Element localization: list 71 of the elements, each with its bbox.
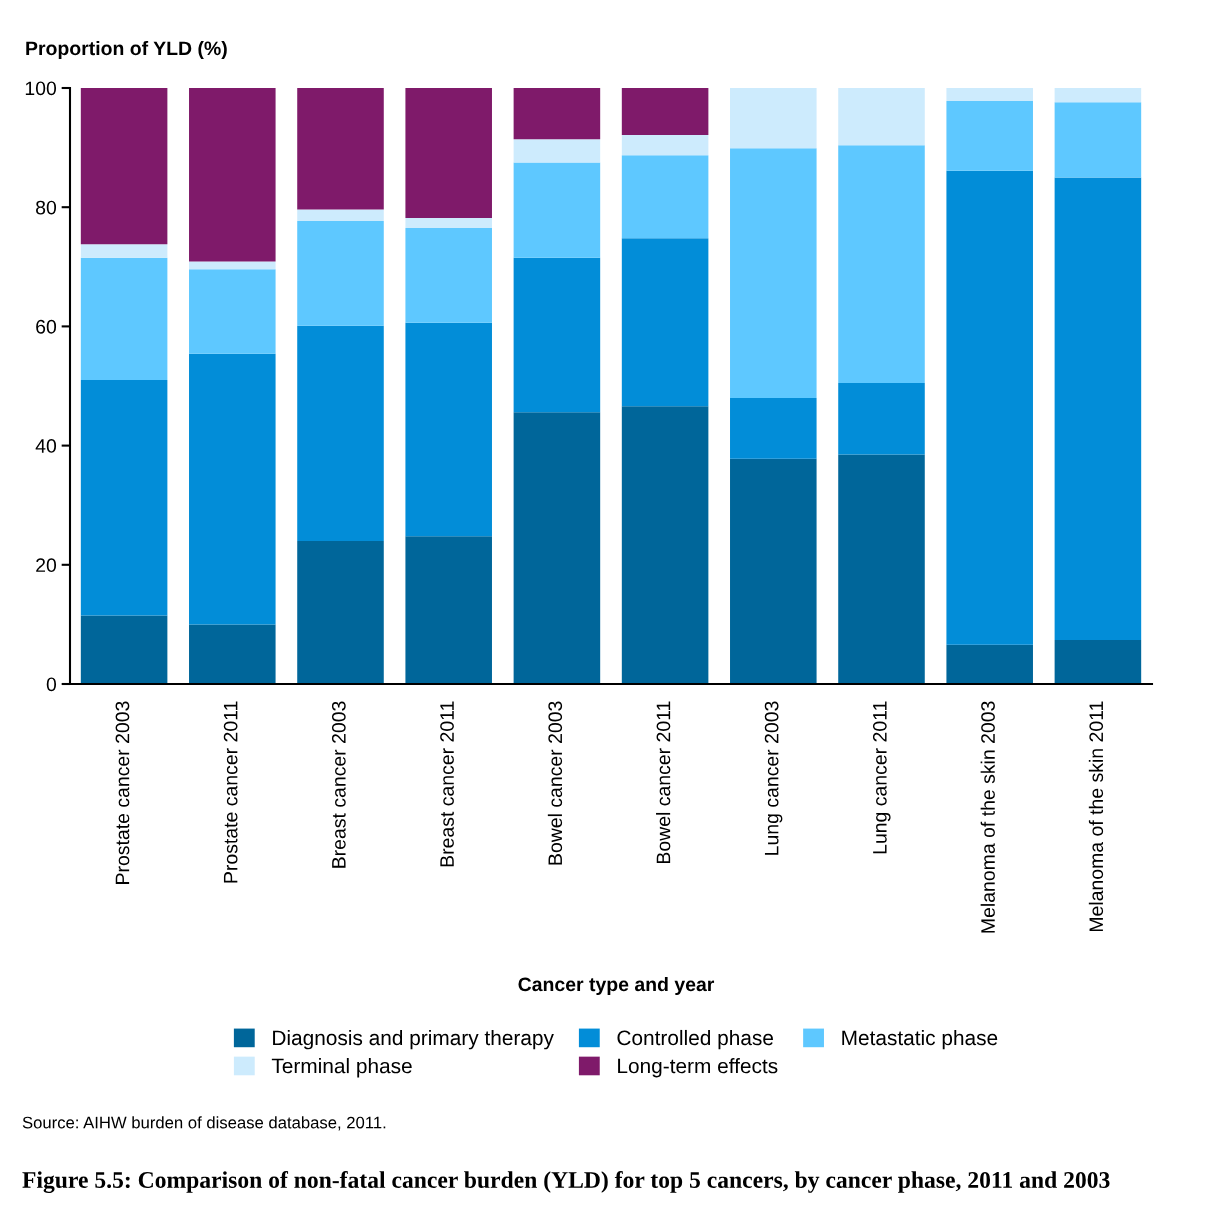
bar <box>1054 177 1142 640</box>
bar <box>297 88 384 210</box>
x-tick-label: Bowel cancer 2011 <box>656 701 671 864</box>
bar <box>1054 639 1142 684</box>
bar <box>189 88 276 262</box>
bar <box>730 88 817 149</box>
x-axis-title: Cancer type and year <box>518 976 715 996</box>
bar <box>297 540 384 684</box>
bar <box>513 162 601 258</box>
bar <box>513 412 601 684</box>
bar <box>80 257 168 381</box>
bar <box>621 88 709 136</box>
bar <box>838 383 925 455</box>
bar <box>189 624 276 684</box>
legend-label: Metastatic phase <box>842 1029 998 1050</box>
bar <box>730 148 817 398</box>
legend-label: Long-term effects <box>618 1058 778 1078</box>
bar <box>80 380 168 616</box>
legend-label: Diagnosis and primary therapy <box>273 1029 554 1050</box>
bar <box>189 353 276 625</box>
text: Figure 5.5: Comparison of non-fatal cancer burden (YLD) for top 5 cancers, by cancer phase, 2011 and 2003 <box>22 1171 1110 1193</box>
bar <box>405 536 492 684</box>
bar <box>838 145 925 384</box>
bar <box>405 88 492 218</box>
x-tick-label: Melanoma of the skin 2003 <box>980 701 995 933</box>
bar <box>513 257 601 413</box>
bar <box>297 209 384 221</box>
bar <box>405 322 492 537</box>
x-tick-label: Prostate cancer 2011 <box>223 701 238 883</box>
bar <box>80 615 168 684</box>
y-tick-label: 60 <box>36 319 57 334</box>
legend-label: Controlled phase <box>617 1029 773 1050</box>
bar <box>621 238 709 407</box>
bar <box>513 88 601 140</box>
bar <box>189 269 276 354</box>
x-tick-label: Breast cancer 2011 <box>440 701 454 867</box>
bar <box>838 88 925 146</box>
source-note: Source: AIHW burden of disease database, 2011. <box>22 1116 386 1131</box>
x-tick-label: Lung cancer 2011 <box>872 701 891 854</box>
y-tick-label: 100 <box>25 81 57 96</box>
bar <box>621 135 709 156</box>
x-tick-label: Breast cancer 2003 <box>331 701 346 868</box>
bar <box>189 261 276 270</box>
y-tick-label: 20 <box>36 558 57 573</box>
bar <box>730 397 817 459</box>
bar <box>1054 88 1142 103</box>
bar <box>838 454 925 684</box>
bar <box>621 406 709 684</box>
x-tick-label: Lung cancer 2003 <box>764 701 783 855</box>
legend-label: Terminal phase <box>271 1058 412 1078</box>
bar <box>730 458 817 684</box>
bar <box>1054 102 1142 178</box>
y-tick-label: 80 <box>36 200 57 215</box>
bar <box>946 101 1033 171</box>
bar <box>513 139 601 163</box>
y-tick-label: 40 <box>35 439 57 453</box>
bar <box>297 220 384 326</box>
x-tick-label: Bowel cancer 2003 <box>547 701 563 865</box>
bar <box>946 88 1033 102</box>
bar <box>946 644 1033 684</box>
bar <box>946 170 1033 645</box>
bar <box>405 217 492 229</box>
bar <box>621 155 709 239</box>
bar <box>405 228 492 323</box>
x-tick-label: Melanoma of the skin 2011 <box>1088 701 1104 932</box>
x-tick-label: Prostate cancer 2003 <box>115 701 130 884</box>
bar <box>297 325 384 541</box>
y-tick-label: 0 <box>46 677 57 692</box>
bar <box>80 88 168 245</box>
bar <box>80 244 168 258</box>
y-axis-title: Proportion of YLD (%) <box>26 40 227 60</box>
